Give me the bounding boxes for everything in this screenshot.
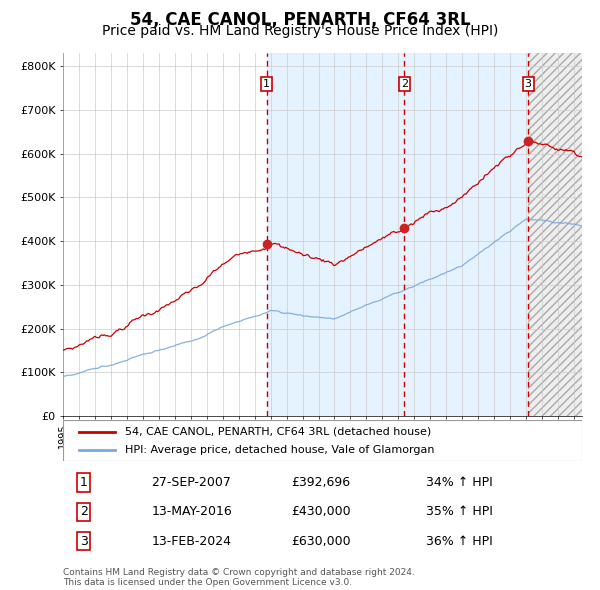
Text: £392,696: £392,696 [292, 476, 350, 489]
Text: 13-MAY-2016: 13-MAY-2016 [151, 505, 232, 519]
Text: Price paid vs. HM Land Registry's House Price Index (HPI): Price paid vs. HM Land Registry's House … [102, 24, 498, 38]
Text: £430,000: £430,000 [292, 505, 351, 519]
Bar [528, 53, 582, 416]
Text: 34% ↑ HPI: 34% ↑ HPI [426, 476, 493, 489]
Text: 3: 3 [524, 78, 532, 88]
Text: 2: 2 [401, 78, 408, 88]
Text: 13-FEB-2024: 13-FEB-2024 [151, 535, 231, 548]
Text: 3: 3 [80, 535, 88, 548]
Text: 36% ↑ HPI: 36% ↑ HPI [426, 535, 493, 548]
Text: 1: 1 [80, 476, 88, 489]
Text: HPI: Average price, detached house, Vale of Glamorgan: HPI: Average price, detached house, Vale… [125, 445, 435, 455]
Bar [528, 53, 582, 416]
Bar [266, 53, 528, 416]
Text: Contains HM Land Registry data © Crown copyright and database right 2024.
This d: Contains HM Land Registry data © Crown c… [63, 568, 415, 587]
Text: £630,000: £630,000 [292, 535, 351, 548]
Text: 1: 1 [263, 78, 270, 88]
Text: 2: 2 [80, 505, 88, 519]
Text: 54, CAE CANOL, PENARTH, CF64 3RL: 54, CAE CANOL, PENARTH, CF64 3RL [130, 11, 470, 29]
Text: 54, CAE CANOL, PENARTH, CF64 3RL (detached house): 54, CAE CANOL, PENARTH, CF64 3RL (detach… [125, 427, 431, 437]
FancyBboxPatch shape [63, 420, 582, 461]
Text: 27-SEP-2007: 27-SEP-2007 [151, 476, 231, 489]
Text: 35% ↑ HPI: 35% ↑ HPI [426, 505, 493, 519]
